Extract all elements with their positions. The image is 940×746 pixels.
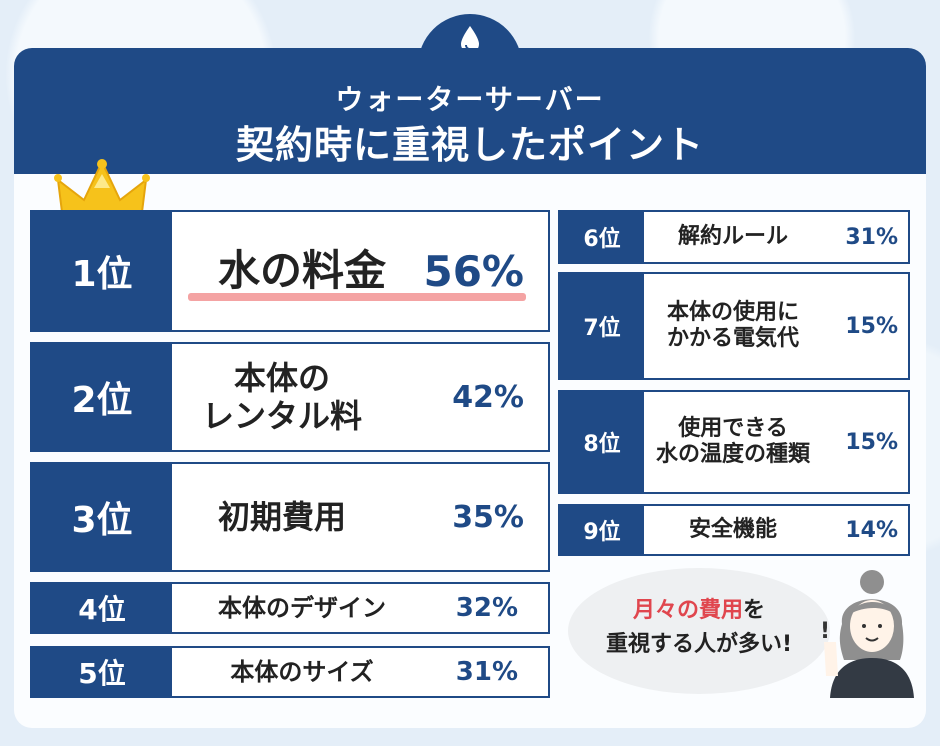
rank-label: 使用できる 水の温度の種類	[644, 392, 822, 492]
highlight-underline	[188, 293, 526, 301]
rank-label: 安全機能	[644, 506, 822, 554]
rank-number: 8位	[560, 392, 644, 492]
rank-label-line: 本体のサイズ	[230, 657, 374, 686]
rank-label-line: 本体の	[233, 358, 330, 397]
rank-percent: 31%	[845, 224, 898, 250]
rank-number: 6位	[560, 212, 644, 262]
rank-label-line: かかる電気代	[666, 326, 799, 351]
callout-text: 月々の費用を 重視する人が多い!	[568, 594, 830, 662]
rank-row-9: 9位 安全機能 14%	[558, 504, 910, 556]
header-band	[14, 48, 926, 174]
rank-percent: 56%	[423, 246, 524, 296]
rank-label: 本体の レンタル料	[182, 344, 382, 450]
speech-bubble	[568, 568, 830, 694]
rank-row-1: 1位 水の料金 56%	[30, 210, 550, 332]
rank-label: 初期費用	[182, 464, 382, 570]
rank-row-3: 3位 初期費用 35%	[30, 462, 550, 572]
rank-percent: 14%	[845, 517, 898, 543]
rank-number: 5位	[32, 648, 172, 696]
rank-number: 3位	[32, 464, 172, 570]
rank-label: 本体のデザイン	[182, 584, 422, 632]
rank-label-line: 水の温度の種類	[655, 442, 810, 467]
rank-label: 本体の使用に かかる電気代	[644, 274, 822, 378]
title-line-2: 契約時に重視したポイント	[235, 122, 704, 167]
rank-percent: 15%	[845, 313, 898, 339]
rank-label: 解約ルール	[644, 212, 822, 262]
callout-highlight: 月々の費用	[632, 598, 743, 623]
title-line-1: ウォーターサーバー	[335, 83, 605, 116]
rank-label-line: 本体の使用に	[666, 299, 799, 325]
callout-line1-rest: を	[743, 598, 766, 623]
rank-percent: 32%	[455, 593, 518, 623]
rank-number: 9位	[560, 506, 644, 554]
rank-label-line: 解約ルール	[677, 223, 788, 249]
rank-row-6: 6位 解約ルール 31%	[558, 210, 910, 264]
rank-label-line: 安全機能	[688, 516, 777, 542]
rank-label-line: 本体のデザイン	[218, 593, 386, 622]
rank-label: 水の料金	[182, 212, 422, 330]
rank-number: 7位	[560, 274, 644, 378]
rank-number: 2位	[32, 344, 172, 450]
rank-number: 4位	[32, 584, 172, 632]
rank-percent: 35%	[452, 499, 524, 535]
rank-label-line: 初期費用	[217, 497, 346, 536]
svg-text:!: !	[820, 619, 830, 644]
rank-label-line: 使用できる	[678, 415, 788, 441]
woman-character-icon: !	[820, 570, 914, 698]
rank-number: 1位	[32, 212, 172, 330]
rank-row-4: 4位 本体のデザイン 32%	[30, 582, 550, 634]
rank-row-5: 5位 本体のサイズ 31%	[30, 646, 550, 698]
rank-row-2: 2位 本体の レンタル料 42%	[30, 342, 550, 452]
rank-label: 本体のサイズ	[182, 648, 422, 696]
rank-label-line: レンタル料	[201, 397, 362, 435]
rank-row-7: 7位 本体の使用に かかる電気代 15%	[558, 272, 910, 380]
callout-line2: 重視する人が多い!	[605, 632, 793, 658]
rank-row-8: 8位 使用できる 水の温度の種類 15%	[558, 390, 910, 494]
rank-label-line: 水の料金	[217, 245, 386, 295]
rank-percent: 31%	[455, 657, 518, 687]
rank-percent: 42%	[452, 379, 524, 415]
rank-percent: 15%	[845, 429, 898, 455]
